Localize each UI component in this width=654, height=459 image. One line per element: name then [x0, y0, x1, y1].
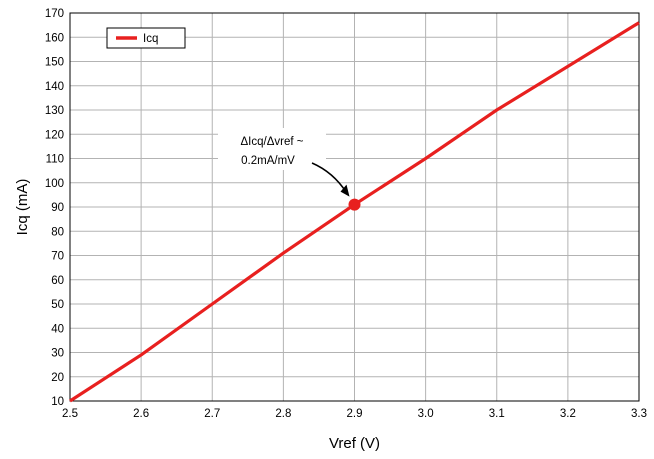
x-tick-label: 2.7: [204, 408, 220, 420]
legend: Icq: [106, 27, 186, 49]
x-tick-label: 2.5: [62, 408, 78, 420]
y-tick-label: 140: [45, 81, 64, 93]
y-tick-label: 40: [51, 323, 64, 335]
y-tick-label: 60: [51, 275, 64, 287]
y-tick-label: 150: [45, 57, 64, 69]
series-layer: [69, 21, 640, 403]
y-tick-label: 110: [46, 154, 64, 166]
annotation-background: [218, 128, 326, 170]
legend-label: Icq: [143, 33, 158, 45]
annotation: ΔIcq/Δvref ~ 0.2mA/mV: [218, 128, 350, 197]
x-tick-label: 3.2: [560, 408, 576, 420]
y-tick-label: 130: [45, 105, 64, 117]
annotation-line-2: 0.2mA/mV: [241, 155, 295, 167]
annotation-arrowhead: [340, 184, 350, 197]
y-tick-label: 120: [45, 129, 64, 141]
y-tick-label: 30: [51, 348, 64, 360]
x-axis-label: Vref (V): [329, 435, 380, 452]
x-tick-label: 2.6: [133, 408, 149, 420]
annotation-line-1: ΔIcq/Δvref ~: [241, 136, 304, 148]
highlight-marker: [348, 198, 361, 211]
y-tick-label: 10: [51, 396, 64, 408]
legend-box: [106, 27, 186, 49]
x-tick-labels: 2.5 2.6 2.7 2.8 2.9 3.0 3.1 3.2 3.3: [62, 408, 647, 420]
x-tick-label: 3.0: [418, 408, 434, 420]
plot-frame: [69, 12, 640, 402]
y-tick-label: 160: [45, 32, 64, 44]
y-tick-label: 80: [51, 226, 64, 238]
y-tick-label: 20: [51, 372, 64, 384]
y-tick-label: 50: [51, 299, 64, 311]
x-tick-label: 2.9: [347, 408, 363, 420]
y-tick-label: 170: [45, 8, 64, 20]
y-tick-label: 70: [51, 251, 64, 263]
x-tick-label: 3.3: [631, 408, 647, 420]
y-axis-label: Icq (mA): [14, 179, 31, 236]
y-tick-label: 100: [45, 178, 64, 190]
y-tick-labels: 10 20 30 40 50 60 70 80 90 100 110 120 130 140 150 160 1…: [45, 8, 64, 408]
y-tick-label: 90: [51, 202, 64, 214]
x-tick-label: 2.8: [275, 408, 291, 420]
x-tick-label: 3.1: [489, 408, 505, 420]
